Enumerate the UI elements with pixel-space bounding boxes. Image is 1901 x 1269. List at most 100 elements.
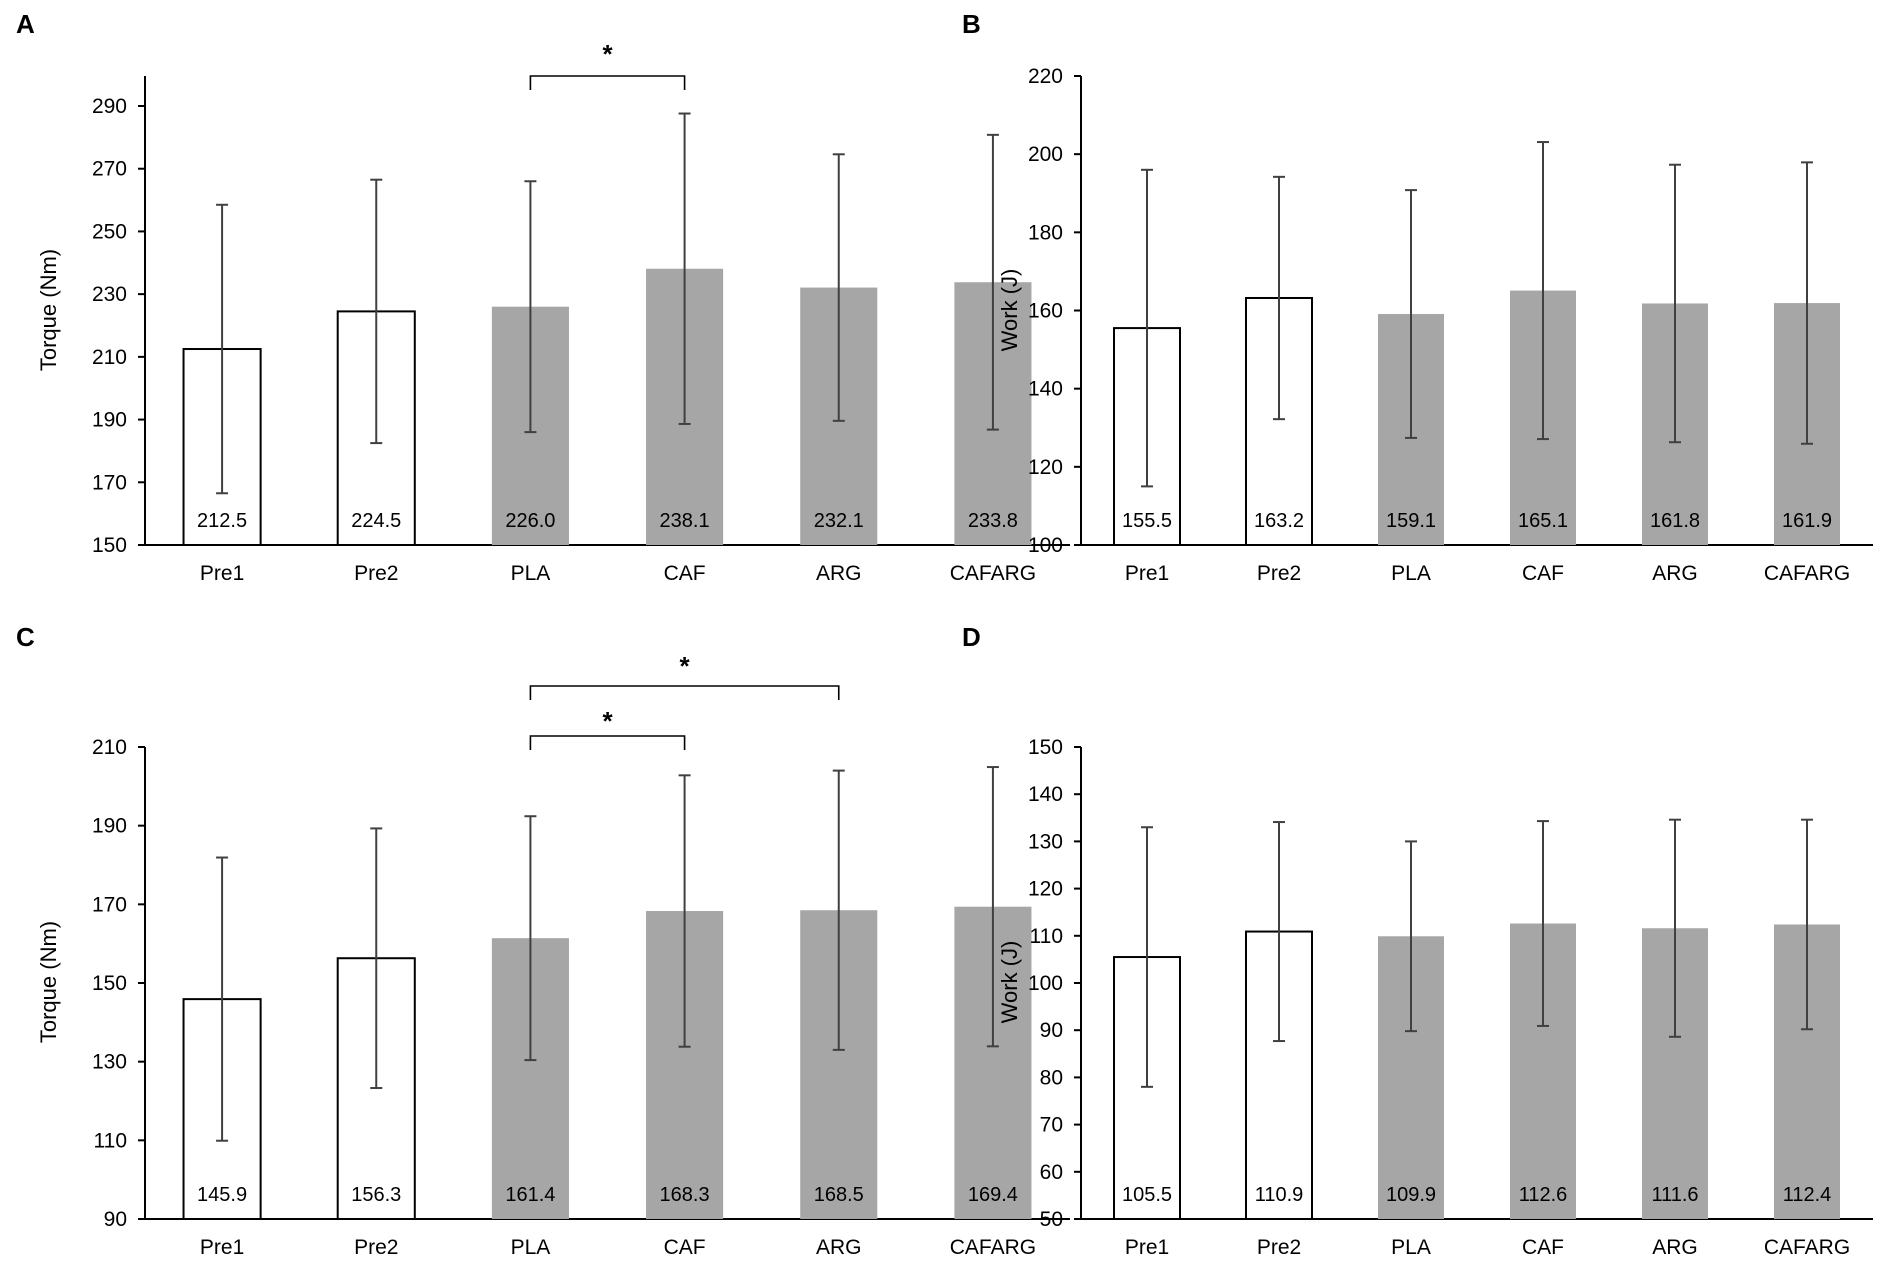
x-tick-label: CAFARG — [950, 562, 1036, 585]
y-tick-label: 120 — [1028, 456, 1063, 479]
y-tick-label: 210 — [92, 346, 127, 369]
x-tick-label: CAFARG — [1764, 562, 1850, 585]
y-tick-label: 70 — [1040, 1114, 1063, 1137]
x-tick-label: Pre1 — [200, 1236, 244, 1259]
data-label: 112.6 — [1519, 1184, 1568, 1206]
data-label: 109.9 — [1386, 1184, 1436, 1206]
data-label: 161.9 — [1782, 510, 1832, 532]
x-tick-label: PLA — [1391, 1236, 1431, 1259]
y-tick-label: 80 — [1040, 1066, 1063, 1089]
y-tick-label: 200 — [1028, 143, 1063, 166]
data-label: 112.4 — [1783, 1184, 1832, 1206]
y-axis-title: Torque (Nm) — [36, 249, 61, 371]
data-label: 161.4 — [505, 1184, 555, 1206]
panel-label: C — [16, 622, 35, 652]
data-label: 145.9 — [197, 1184, 247, 1206]
y-tick-label: 210 — [92, 736, 127, 759]
x-tick-label: CAF — [664, 562, 706, 585]
data-label: 232.1 — [814, 510, 864, 532]
y-tick-label: 150 — [1028, 736, 1063, 759]
panel-label: A — [16, 9, 35, 39]
y-tick-label: 170 — [92, 471, 127, 494]
data-label: 169.4 — [968, 1184, 1018, 1206]
y-tick-label: 140 — [1028, 378, 1063, 401]
x-tick-label: CAF — [1522, 562, 1564, 585]
data-label: 226.0 — [505, 510, 555, 532]
y-tick-label: 130 — [1028, 830, 1063, 853]
y-tick-label: 50 — [1040, 1208, 1063, 1231]
significance-bracket — [529, 735, 686, 750]
x-tick-label: ARG — [816, 562, 862, 585]
y-tick-label: 160 — [1028, 300, 1063, 323]
x-tick-label: Pre1 — [1125, 1236, 1169, 1259]
y-tick-label: 170 — [92, 893, 127, 916]
x-tick-label: ARG — [1652, 562, 1698, 585]
data-label: 111.6 — [1651, 1184, 1698, 1206]
panel-c: C 90 110 130 150 170 190 210 Torque (Nm) 145.9 Pr… — [16, 622, 1070, 1259]
data-label: 105.5 — [1122, 1184, 1172, 1206]
data-label: 168.5 — [814, 1184, 864, 1206]
y-tick-label: 150 — [92, 534, 127, 557]
x-tick-label: CAF — [664, 1236, 706, 1259]
y-tick-label: 190 — [92, 409, 127, 432]
data-label: 168.3 — [660, 1184, 710, 1206]
y-axis-title: Work (J) — [997, 941, 1022, 1024]
x-tick-label: Pre2 — [354, 1236, 398, 1259]
y-axis-title: Work (J) — [997, 269, 1022, 352]
x-tick-label: ARG — [816, 1236, 862, 1259]
y-tick-label: 120 — [1028, 878, 1063, 901]
x-tick-label: CAFARG — [1764, 1236, 1850, 1259]
data-label: 156.3 — [351, 1184, 401, 1206]
y-tick-label: 230 — [92, 283, 127, 306]
data-label: 238.1 — [660, 510, 710, 532]
data-label: 224.5 — [351, 510, 401, 532]
y-tick-label: 190 — [92, 815, 127, 838]
data-label: 161.8 — [1650, 510, 1700, 532]
x-tick-label: Pre2 — [354, 562, 398, 585]
x-tick-label: Pre1 — [1125, 562, 1169, 585]
y-tick-label: 140 — [1028, 783, 1063, 806]
data-label: 155.5 — [1122, 510, 1172, 532]
x-tick-label: PLA — [1391, 562, 1431, 585]
panel-d: D 50 60 70 80 90 100 110 120 130 140 150 Work (J) 10… — [962, 622, 1873, 1259]
y-tick-label: 100 — [1028, 534, 1063, 557]
x-tick-label: ARG — [1652, 1236, 1698, 1259]
y-tick-label: 180 — [1028, 221, 1063, 244]
data-label: 163.2 — [1254, 510, 1304, 532]
y-tick-label: 110 — [1030, 925, 1063, 948]
y-axis-title: Torque (Nm) — [36, 921, 61, 1043]
y-tick-label: 100 — [1028, 972, 1063, 995]
x-tick-label: CAFARG — [950, 1236, 1036, 1259]
significance-marker: * — [680, 651, 691, 681]
x-tick-label: Pre2 — [1257, 562, 1301, 585]
significance-marker: * — [602, 706, 613, 736]
data-label: 165.1 — [1518, 510, 1568, 532]
y-tick-label: 150 — [92, 972, 127, 995]
y-tick-label: 60 — [1040, 1161, 1063, 1184]
data-label: 233.8 — [968, 510, 1018, 532]
data-label: 159.1 — [1386, 510, 1436, 532]
y-tick-label: 270 — [92, 158, 127, 181]
x-tick-label: Pre2 — [1257, 1236, 1301, 1259]
x-tick-label: PLA — [511, 562, 551, 585]
significance-marker: * — [602, 39, 613, 69]
panel-label: B — [962, 9, 981, 39]
x-tick-label: PLA — [511, 1236, 551, 1259]
y-tick-label: 90 — [1040, 1019, 1063, 1042]
y-tick-label: 110 — [94, 1129, 127, 1152]
significance-bracket — [529, 75, 686, 90]
x-tick-label: Pre1 — [200, 562, 244, 585]
y-tick-label: 250 — [92, 220, 127, 243]
significance-bracket — [529, 685, 840, 700]
y-tick-label: 290 — [92, 95, 127, 118]
y-tick-label: 90 — [104, 1208, 127, 1231]
data-label: 110.9 — [1255, 1184, 1304, 1206]
panel-label: D — [962, 622, 981, 652]
x-tick-label: CAF — [1522, 1236, 1564, 1259]
y-tick-label: 220 — [1028, 65, 1063, 88]
y-tick-label: 130 — [92, 1051, 127, 1074]
data-label: 212.5 — [197, 510, 247, 532]
panel-b: B 100 120 140 160 180 200 220 Work (J) 155.5 Pre1… — [962, 9, 1873, 585]
panel-a: A 150 170 190 210 230 250 270 290 Torque (Nm) 212… — [16, 9, 1070, 585]
